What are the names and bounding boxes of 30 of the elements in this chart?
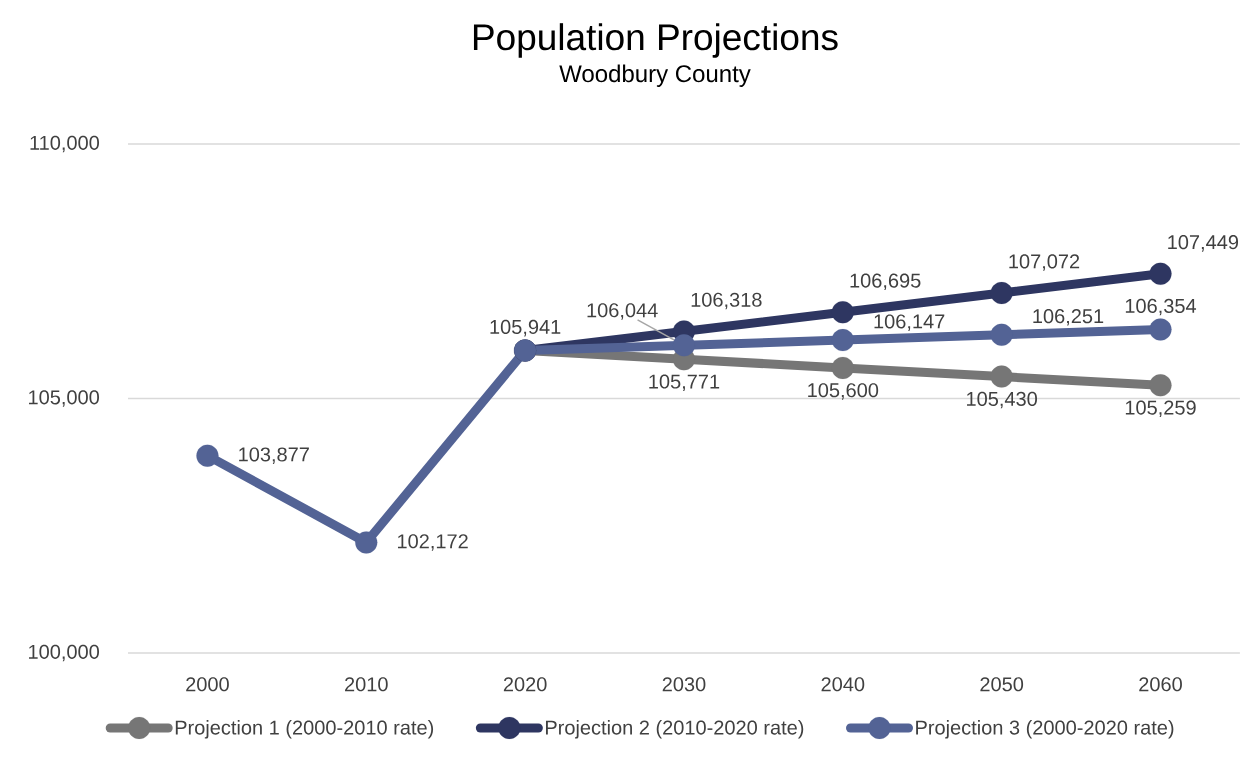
legend-label: Projection 3 (2000-2020 rate) <box>916 719 1174 739</box>
data-label: 106,354 <box>1125 298 1197 316</box>
chart-title: Population Projections <box>473 23 838 58</box>
data-label: 102,172 <box>397 534 468 551</box>
x-tick-label: 2000 <box>186 677 229 692</box>
x-tick-label: 2060 <box>1139 677 1182 692</box>
legend-label: Projection 1 (2000-2010 rate) <box>175 719 434 739</box>
data-label: 106,251 <box>1033 309 1104 326</box>
data-label: 106,695 <box>850 273 921 291</box>
x-tick-label: 2020 <box>503 677 547 692</box>
x-tick-label: 2040 <box>821 677 865 692</box>
data-label: 106,147 <box>874 314 945 331</box>
data-label: 105,941 <box>490 319 561 337</box>
chart-subtitle: Woodbury County <box>559 64 751 87</box>
data-label: 105,430 <box>967 391 1037 409</box>
y-tick-label: 110,000 <box>30 135 100 153</box>
legend-label: Projection 2 (2010-2020 rate) <box>546 719 804 739</box>
data-label: 103,877 <box>239 447 309 464</box>
data-label: 106,044 <box>587 303 658 320</box>
data-label: 107,072 <box>1009 254 1080 271</box>
y-tick-label: 100,000 <box>29 644 100 662</box>
x-tick-label: 2050 <box>980 677 1024 692</box>
data-label: 106,318 <box>691 292 762 310</box>
data-label: 105,600 <box>808 383 879 400</box>
data-label: 107,449 <box>1168 235 1239 252</box>
data-label: 105,259 <box>1125 400 1196 418</box>
y-tick-label: 105,000 <box>29 390 100 407</box>
data-label: 105,771 <box>649 374 720 391</box>
x-tick-label: 2010 <box>345 677 388 692</box>
x-tick-label: 2030 <box>662 677 706 692</box>
